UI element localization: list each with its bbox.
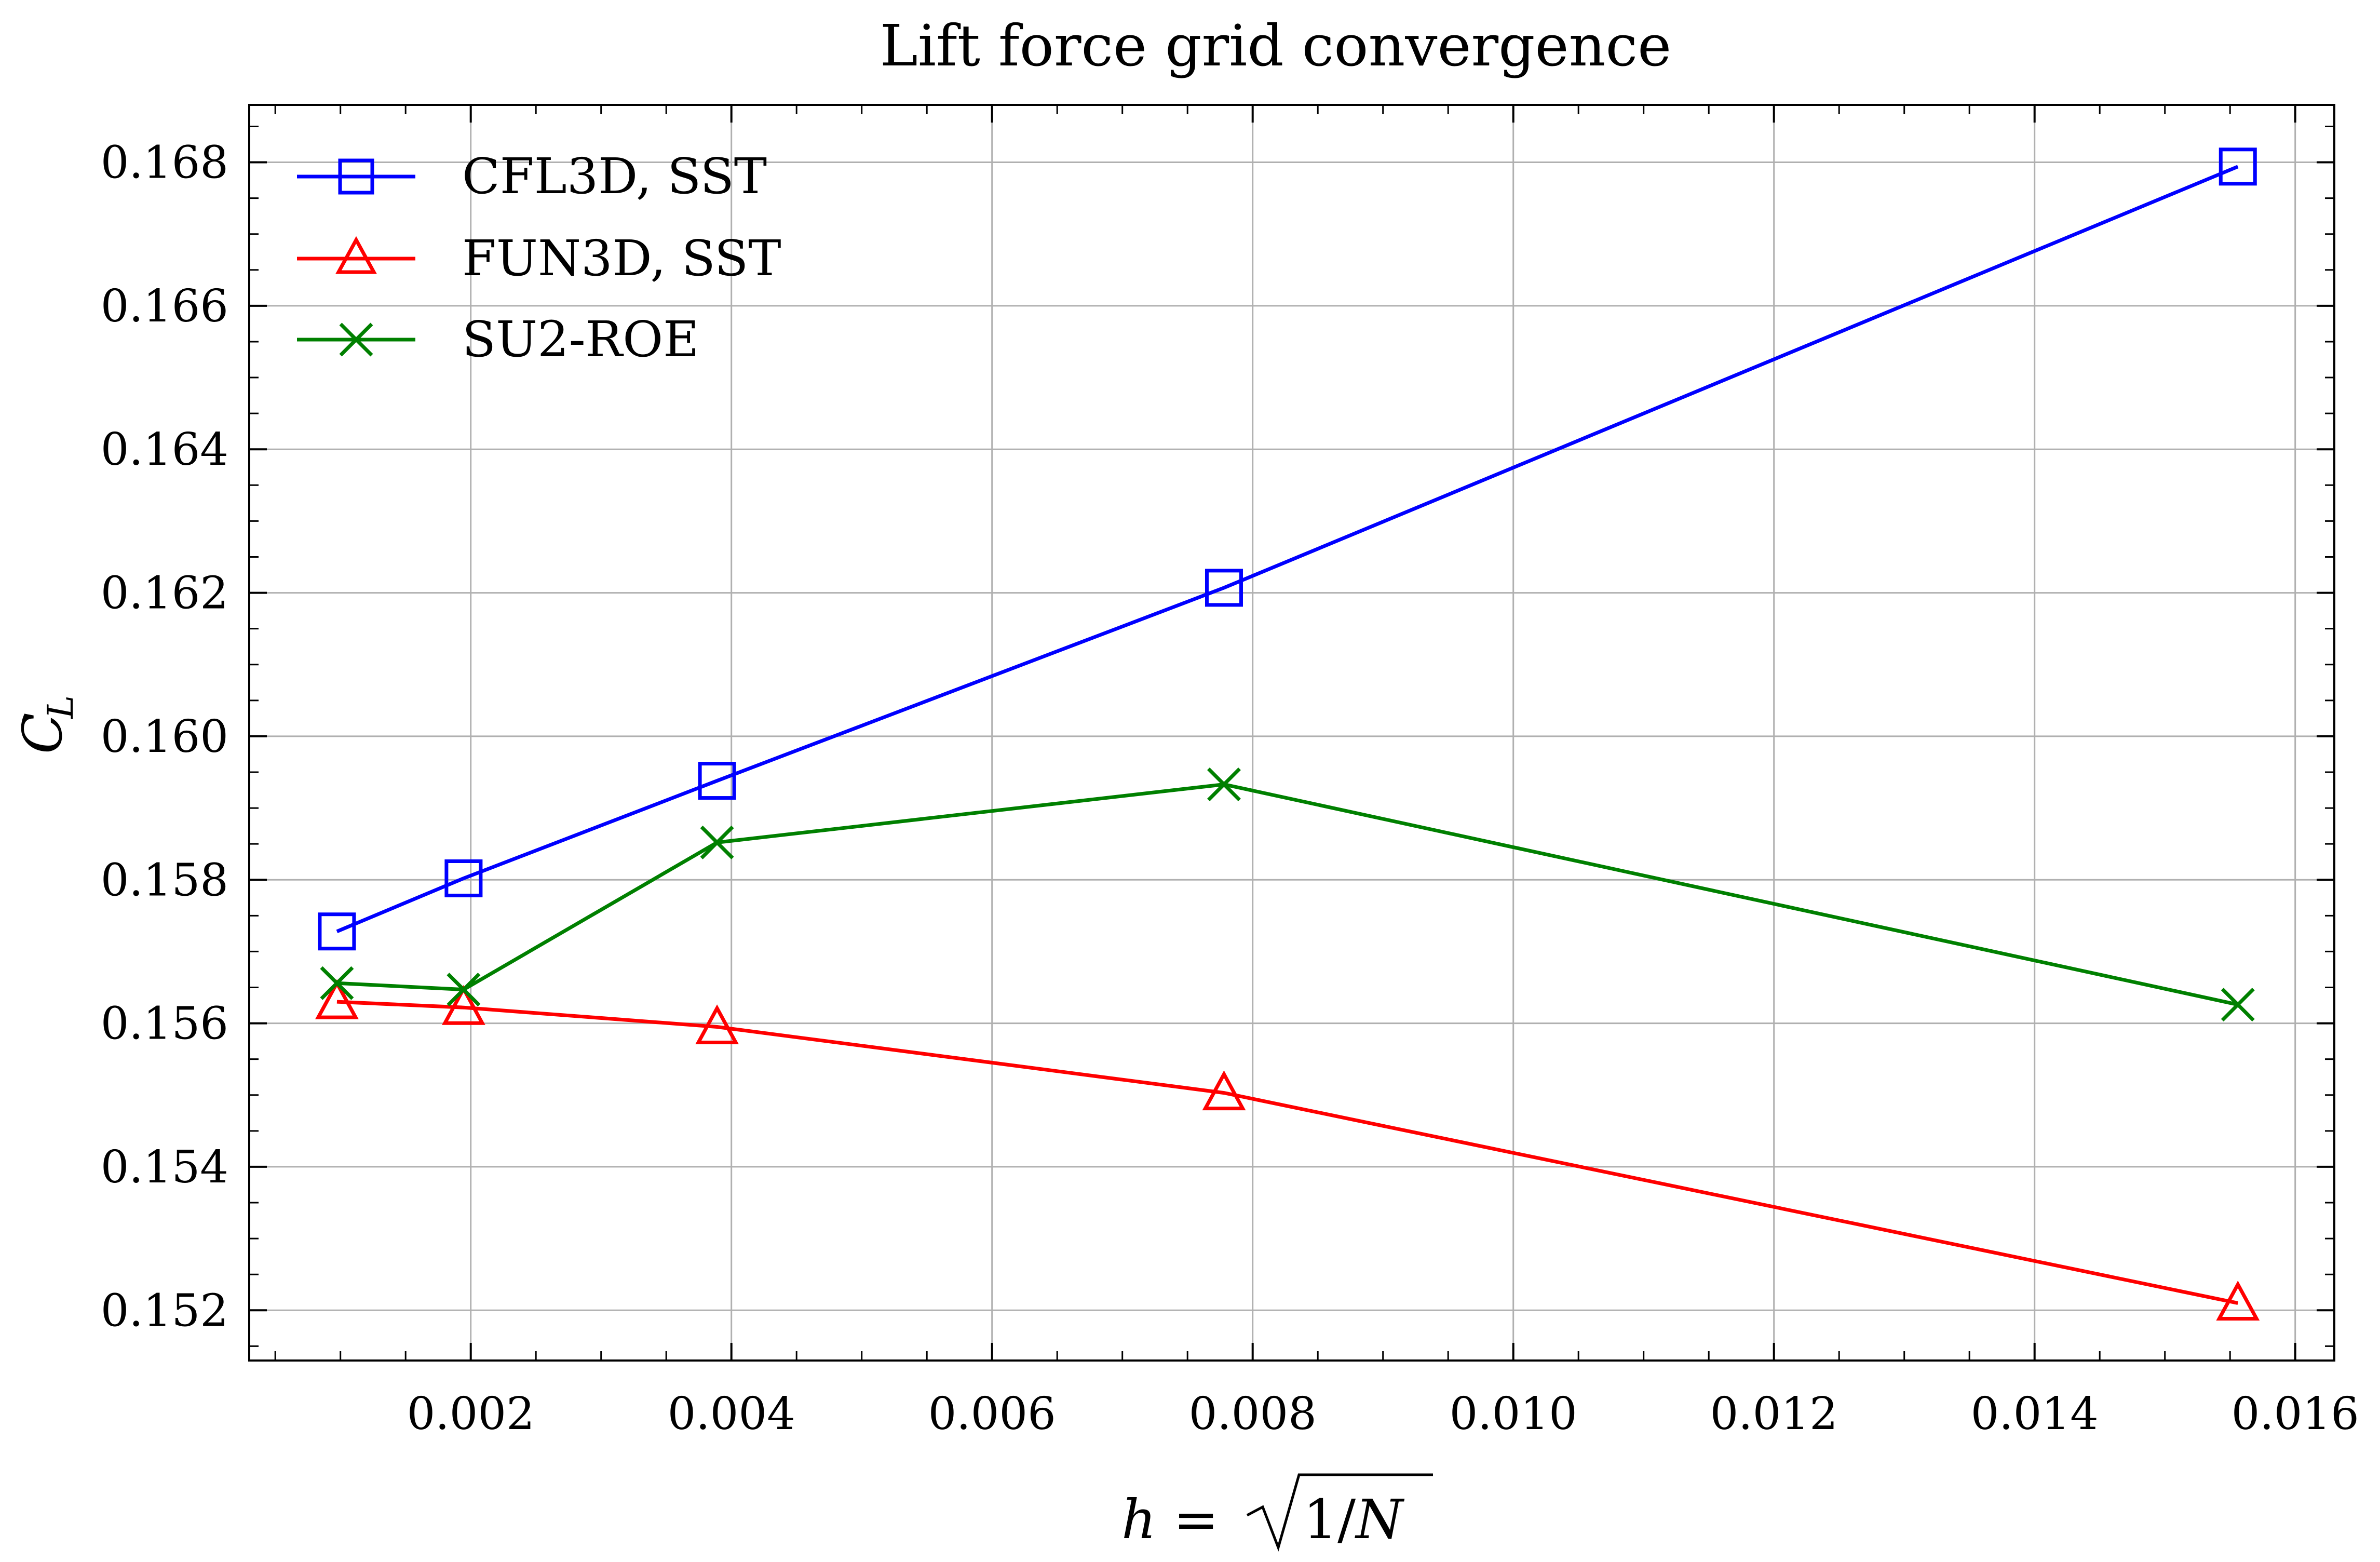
chart-title: Lift force grid convergence	[880, 12, 1671, 79]
x-marker-icon	[339, 322, 373, 357]
x-tick-label: 0.014	[1971, 1388, 2099, 1440]
series-line-1	[336, 1000, 2238, 1305]
data-point-x	[447, 973, 481, 1007]
y-tick-label: 0.162	[101, 568, 228, 620]
data-point-triangle	[2216, 1281, 2260, 1321]
x-tick-label: 0.006	[928, 1388, 1056, 1440]
series-layer	[315, 147, 2260, 1321]
data-point-square	[2219, 147, 2257, 186]
legend-item-fun3d: FUN3D, SST	[297, 230, 781, 287]
data-point-square	[444, 859, 483, 897]
y-axis-label-main: C	[11, 712, 74, 754]
x-tick-label: 0.004	[668, 1388, 795, 1440]
tick-labels: 0.002 0.004 0.006 0.008 0.010 0.012 0.014 0.016…	[101, 137, 2359, 1440]
y-tick-label: 0.154	[101, 1141, 228, 1193]
x-tick-label: 0.010	[1450, 1388, 1577, 1440]
y-tick-label: 0.158	[101, 854, 228, 906]
x-tick-label: 0.016	[2232, 1388, 2359, 1440]
data-point-x	[2221, 988, 2255, 1022]
axis-ticks	[249, 105, 2334, 1361]
sqrt-sign-icon	[1246, 1473, 1433, 1552]
x-tick-label: 0.008	[1189, 1388, 1317, 1440]
legend-item-cfl3d: CFL3D, SST	[297, 148, 767, 205]
data-point-triangle	[695, 1004, 739, 1045]
triangle-marker-icon	[335, 236, 377, 274]
data-point-x	[700, 825, 734, 859]
data-point-triangle	[1202, 1070, 1246, 1111]
legend-label-fun3d: FUN3D, SST	[462, 230, 781, 287]
legend-label-su2: SU2-ROE	[462, 311, 699, 368]
y-tick-label: 0.160	[101, 711, 228, 763]
data-point-triangle	[315, 979, 359, 1019]
y-tick-label: 0.152	[101, 1285, 228, 1337]
x-axis-label: h = 1/N	[1121, 1473, 1433, 1552]
data-point-x	[1207, 767, 1241, 801]
data-point-x	[320, 966, 354, 1000]
x-axis-label-lhs: h =	[1121, 1488, 1219, 1551]
x-tick-label: 0.002	[407, 1388, 535, 1440]
data-point-square	[698, 762, 736, 800]
y-tick-label: 0.168	[101, 137, 228, 189]
y-axis-label-subscript: L	[40, 695, 82, 720]
legend: CFL3D, SST FUN3D, SST SU2-ROE	[297, 148, 781, 368]
x-axis-label-radicand: 1/N	[1303, 1488, 1404, 1551]
y-axis-label: C L	[11, 695, 82, 754]
y-tick-label: 0.156	[101, 998, 228, 1050]
legend-item-su2: SU2-ROE	[297, 311, 699, 368]
x-tick-label: 0.012	[1710, 1388, 1838, 1440]
y-tick-label: 0.166	[101, 280, 228, 332]
data-point-triangle	[441, 985, 485, 1025]
legend-label-cfl3d: CFL3D, SST	[462, 148, 767, 205]
data-point-square	[318, 912, 356, 951]
square-marker-icon	[338, 158, 374, 195]
grid	[249, 105, 2334, 1361]
y-tick-label: 0.164	[101, 424, 228, 476]
plot-frame	[248, 104, 2335, 1362]
data-point-square	[1205, 569, 1243, 607]
series-line-0	[336, 165, 2239, 933]
